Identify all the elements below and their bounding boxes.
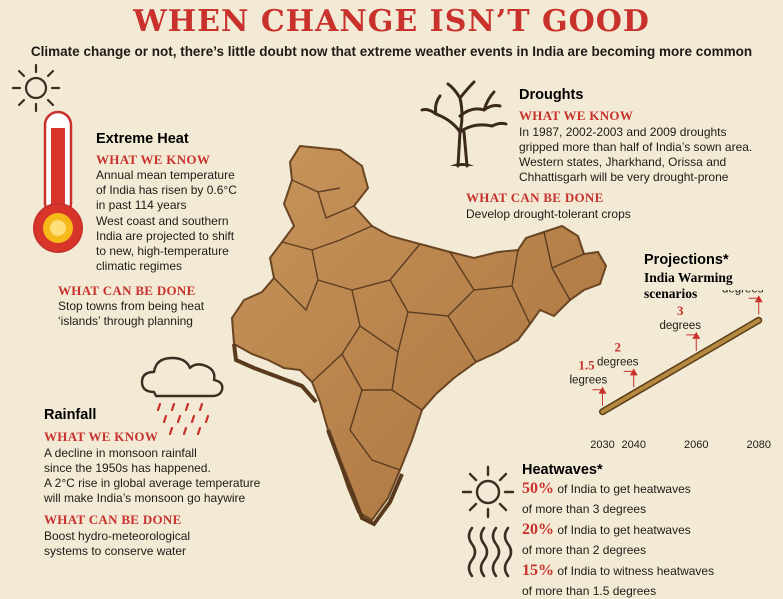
extreme-heat-know-text-2: West coast and southern India are projec… (96, 214, 235, 273)
point-marker (629, 368, 638, 376)
heatwave-text: of India to witness heatwaves (554, 564, 715, 578)
droughts-know-label: WHAT WE KNOW (519, 108, 634, 123)
rainfall-know-label: WHAT WE KNOW (44, 429, 159, 444)
rainfall-know-text-2: A 2°C rise in global average temperature… (44, 476, 261, 505)
heatwave-text-2: of more than 3 degrees (522, 502, 647, 516)
point-marker (692, 331, 701, 339)
extreme-heat-know-text-1: Annual mean temperature of India has ris… (96, 168, 237, 212)
rainfall-done-text: Boost hydro-meteorological systems to co… (44, 529, 191, 558)
point-marker (598, 386, 607, 394)
point-label-unit: degrees (597, 356, 639, 368)
dead-tree-icon (420, 80, 508, 168)
heatwave-item: 50% of India to get heatwaves of more th… (522, 478, 777, 517)
extreme-heat-heading: Extreme Heat (96, 131, 189, 147)
point-label-value: 1.5 (578, 358, 595, 373)
heatwave-text: of India to get heatwaves (554, 523, 691, 537)
point-label-value: 2 (615, 339, 622, 354)
heatwave-list: 50% of India to get heatwaves of more th… (522, 478, 777, 599)
page-title: WHEN CHANGE ISN’T GOOD (133, 4, 650, 39)
chart-title: Projections* (644, 252, 729, 268)
x-tick-label: 2040 (622, 439, 646, 451)
heatwave-pct: 15% (522, 562, 554, 579)
heatwaves-heading: Heatwaves* (522, 462, 603, 478)
india-map (230, 144, 608, 527)
droughts-heading: Droughts (519, 87, 584, 103)
rainfall-done-label: WHAT CAN BE DONE (44, 512, 182, 527)
point-marker (754, 295, 763, 303)
heatwave-item: 20% of India to get heatwaves of more th… (522, 519, 777, 558)
series-line (600, 318, 761, 414)
cloud-rain-icon (140, 356, 224, 436)
extreme-heat-know-label: WHAT WE KNOW (96, 152, 211, 167)
warming-chart: 1.5degrees20302degrees20403degrees20604d… (570, 290, 771, 451)
rainfall-know-text-1: A decline in monsoon rainfall since the … (44, 446, 211, 475)
droughts-know-text: In 1987, 2002-2003 and 2009 droughts gri… (519, 125, 753, 184)
sun-icon (11, 63, 61, 113)
chart-subtitle: India Warming scenarios (644, 270, 733, 301)
rainfall-heading: Rainfall (44, 407, 97, 423)
droughts-done-text: Develop drought-tolerant crops (466, 207, 631, 221)
heatwave-text-2: of more than 1.5 degrees (522, 584, 657, 598)
heatwave-pct: 20% (522, 521, 554, 538)
point-label-unit: degrees (659, 320, 701, 332)
heatwave-item: 15% of India to witness heatwaves of mor… (522, 560, 777, 599)
page-subtitle: Climate change or not, there’s little do… (30, 44, 753, 59)
x-tick-label: 2030 (590, 439, 614, 451)
heatwave-text: of India to get heatwaves (554, 482, 691, 496)
point-label-value: 3 (677, 303, 684, 318)
extreme-heat-done-label: WHAT CAN BE DONE (58, 283, 196, 298)
point-label-unit: degrees (570, 375, 608, 387)
x-tick-label: 2060 (684, 439, 708, 451)
heatwave-text-2: of more than 2 degrees (522, 543, 647, 557)
heatwave-pct: 50% (522, 480, 554, 497)
point-label-unit: degrees (722, 290, 764, 295)
droughts-done-label: WHAT CAN BE DONE (466, 190, 604, 205)
thermometer-icon (33, 110, 83, 253)
heatwave-sun-icon (461, 465, 515, 578)
x-tick-label: 2080 (747, 439, 771, 451)
extreme-heat-done-text: Stop towns from being heat ‘islands’ thr… (58, 299, 205, 328)
